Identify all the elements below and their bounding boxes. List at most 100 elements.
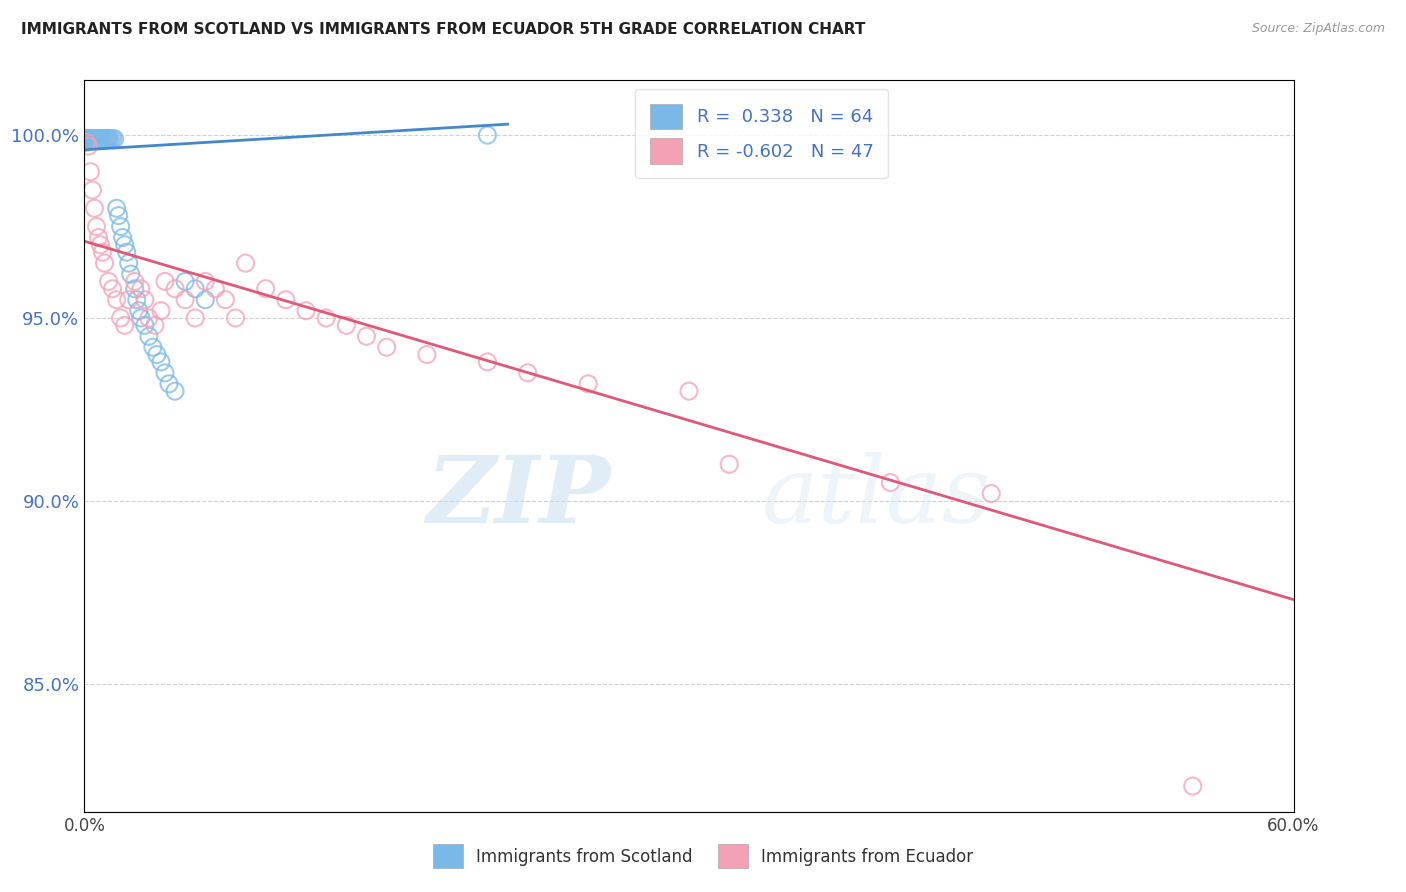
Point (980, 486, 1002, 500)
Point (79, 132, 101, 146)
Legend: R =  0.338   N = 64, R = -0.602   N = 47: R = 0.338 N = 64, R = -0.602 N = 47 (636, 89, 887, 178)
Point (477, 355, 499, 369)
Point (118, 256, 141, 270)
Point (204, 282, 226, 296)
Point (89, 237, 111, 252)
Point (86, 132, 108, 146)
Point (129, 311, 152, 326)
Point (184, 311, 207, 326)
Point (96, 132, 118, 146)
Point (83, 132, 105, 146)
Point (97, 132, 120, 146)
Point (146, 348, 169, 362)
Point (86, 132, 108, 146)
Point (194, 274, 217, 288)
Point (75, 132, 97, 146)
Point (125, 293, 148, 307)
Point (75, 136, 97, 150)
Point (83, 132, 105, 146)
Point (83, 132, 105, 146)
Point (82, 132, 104, 146)
Point (477, 128, 499, 142)
Point (79, 132, 101, 146)
Point (356, 329, 378, 343)
Point (77, 132, 100, 146)
Point (120, 267, 142, 281)
Point (576, 376, 599, 391)
Point (678, 384, 700, 398)
Point (75, 132, 97, 146)
Point (142, 340, 165, 354)
Point (77, 132, 100, 146)
Point (254, 282, 277, 296)
Point (75, 132, 97, 146)
Point (138, 329, 160, 343)
Point (174, 274, 197, 288)
Point (375, 340, 398, 354)
Point (138, 311, 160, 326)
Text: IMMIGRANTS FROM SCOTLAND VS IMMIGRANTS FROM ECUADOR 5TH GRADE CORRELATION CHART: IMMIGRANTS FROM SCOTLAND VS IMMIGRANTS F… (21, 22, 866, 37)
Point (75, 132, 97, 146)
Point (107, 209, 129, 223)
Point (516, 366, 538, 380)
Point (87, 132, 110, 146)
Point (718, 458, 741, 472)
Point (124, 274, 146, 288)
Point (86, 132, 108, 146)
Point (87, 132, 110, 146)
Point (97, 132, 120, 146)
Point (1181, 779, 1204, 793)
Point (79, 164, 101, 178)
Point (128, 303, 150, 318)
Point (89, 132, 111, 146)
Point (100, 132, 122, 146)
Point (225, 311, 247, 326)
Point (97, 274, 120, 288)
Point (91, 132, 114, 146)
Point (194, 293, 217, 307)
Point (83, 132, 105, 146)
Point (77, 132, 100, 146)
Point (110, 219, 132, 234)
Point (134, 293, 156, 307)
Point (93, 132, 115, 146)
Point (274, 293, 297, 307)
Point (89, 132, 111, 146)
Point (77, 132, 100, 146)
Point (87, 230, 110, 244)
Point (214, 293, 236, 307)
Point (114, 318, 136, 333)
Point (82, 183, 104, 197)
Point (111, 230, 134, 244)
Point (83, 202, 105, 216)
Point (93, 132, 115, 146)
Point (165, 282, 187, 296)
Point (77, 139, 100, 153)
Point (143, 318, 166, 333)
Point (174, 293, 197, 307)
Point (91, 132, 114, 146)
Text: atlas: atlas (762, 452, 991, 542)
Point (115, 245, 138, 260)
Point (153, 366, 176, 380)
Point (149, 303, 172, 318)
Point (114, 237, 136, 252)
Point (129, 282, 152, 296)
Point (86, 219, 108, 234)
Point (124, 282, 146, 296)
Legend: Immigrants from Scotland, Immigrants from Ecuador: Immigrants from Scotland, Immigrants fro… (426, 838, 980, 875)
Point (79, 132, 101, 146)
Point (89, 132, 111, 146)
Point (134, 318, 156, 333)
Point (149, 355, 172, 369)
Point (101, 132, 124, 146)
Point (110, 311, 132, 326)
Point (82, 132, 104, 146)
Point (879, 475, 901, 490)
Point (105, 293, 128, 307)
Point (416, 348, 439, 362)
Point (335, 318, 357, 333)
Point (96, 132, 118, 146)
Point (101, 282, 124, 296)
Point (104, 132, 127, 146)
